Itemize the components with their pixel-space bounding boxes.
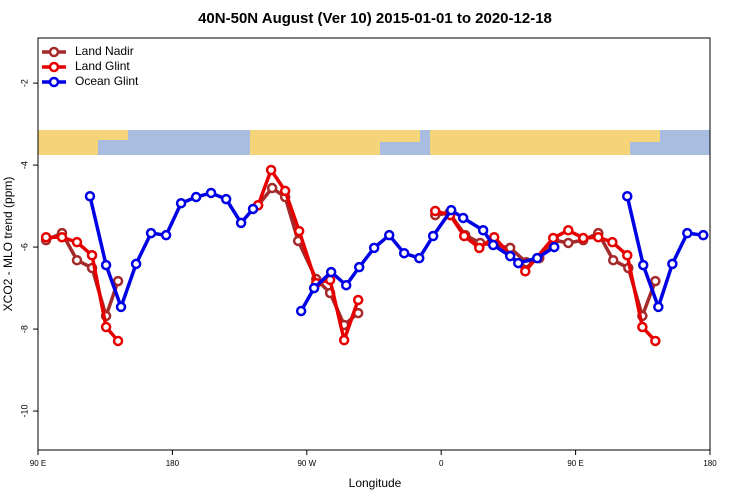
data-point [458, 230, 470, 242]
data-point [56, 231, 68, 243]
data-point [160, 229, 172, 241]
data-point [115, 301, 127, 313]
x-tick-label: 90 E [567, 459, 583, 468]
data-point [84, 190, 96, 202]
data-point [429, 205, 441, 217]
data-point [513, 257, 524, 269]
legend-marker [48, 61, 60, 73]
data-point [457, 212, 469, 224]
data-point [112, 335, 124, 347]
legend-label: Land Nadir [75, 44, 134, 58]
data-point [622, 250, 633, 261]
x-tick-label: 180 [166, 459, 180, 468]
data-point [130, 258, 142, 270]
data-point [295, 305, 307, 317]
x-tick-label: 180 [703, 459, 717, 468]
data-point [487, 239, 499, 251]
data-point [279, 185, 291, 197]
data-point [474, 242, 485, 254]
y-tick-label: -10 [19, 405, 29, 418]
data-point [650, 275, 661, 287]
y-tick-label: -8 [19, 325, 29, 333]
data-point [247, 203, 259, 215]
data-point [504, 250, 516, 262]
data-point [477, 225, 489, 236]
data-point [100, 259, 112, 271]
data-point [308, 282, 320, 294]
plot-frame [37, 37, 711, 451]
data-point [145, 227, 157, 239]
y-tick-label: -6 [19, 243, 29, 251]
data-point [520, 266, 531, 277]
data-point [205, 187, 217, 199]
data-point [607, 236, 618, 248]
series-line [434, 209, 657, 343]
data-point [593, 231, 604, 243]
data-point [622, 190, 633, 202]
legend-label: Ocean Glint [75, 74, 139, 88]
data-point [190, 191, 202, 203]
series-line [88, 191, 255, 309]
data-point [531, 252, 543, 264]
data-point [325, 266, 337, 278]
data-point [40, 231, 52, 243]
data-point [637, 259, 649, 271]
data-point [235, 217, 247, 229]
x-tick-label: 0 [439, 459, 444, 468]
data-point [265, 164, 277, 176]
data-point [413, 252, 425, 264]
data-point [445, 204, 457, 216]
data-point [383, 229, 395, 241]
data-point [352, 294, 364, 306]
data-point [577, 232, 589, 244]
series-line [256, 168, 360, 342]
data-point [368, 242, 380, 254]
data-point [112, 275, 124, 287]
data-point [293, 225, 305, 237]
data-point [71, 236, 83, 248]
data-point [338, 334, 350, 346]
data-point [353, 261, 365, 273]
data-point [607, 254, 619, 266]
data-point [427, 230, 439, 242]
y-tick-label: -2 [19, 79, 29, 87]
data-point [398, 247, 410, 259]
series-line [434, 211, 657, 318]
data-point [220, 193, 232, 205]
data-point [71, 254, 83, 266]
x-tick-label: 90 W [297, 459, 316, 468]
map-band [38, 130, 710, 155]
data-point [548, 241, 560, 253]
y-axis-label: XCO2 - MLO trend (ppm) [1, 177, 15, 312]
series-line [625, 195, 704, 309]
data-point [175, 197, 187, 209]
data-point [86, 250, 98, 261]
legend-marker [48, 76, 60, 88]
data-point [100, 321, 112, 333]
data-point [563, 225, 574, 236]
legend-marker [48, 46, 60, 58]
y-tick-label: -4 [19, 161, 29, 169]
data-point [650, 335, 661, 347]
data-point [266, 182, 278, 194]
x-tick-label: 90 E [30, 459, 46, 468]
data-point [653, 301, 664, 313]
data-point [340, 279, 352, 291]
data-point [667, 258, 678, 270]
x-axis-label: Longitude [349, 476, 402, 490]
data-point [563, 237, 574, 249]
chart-title: 40N-50N August (Ver 10) 2015-01-01 to 20… [198, 10, 552, 27]
data-point [698, 229, 709, 241]
data-point [637, 321, 648, 333]
data-point [547, 232, 559, 244]
data-point [682, 227, 693, 239]
legend-label: Land Glint [75, 59, 130, 73]
